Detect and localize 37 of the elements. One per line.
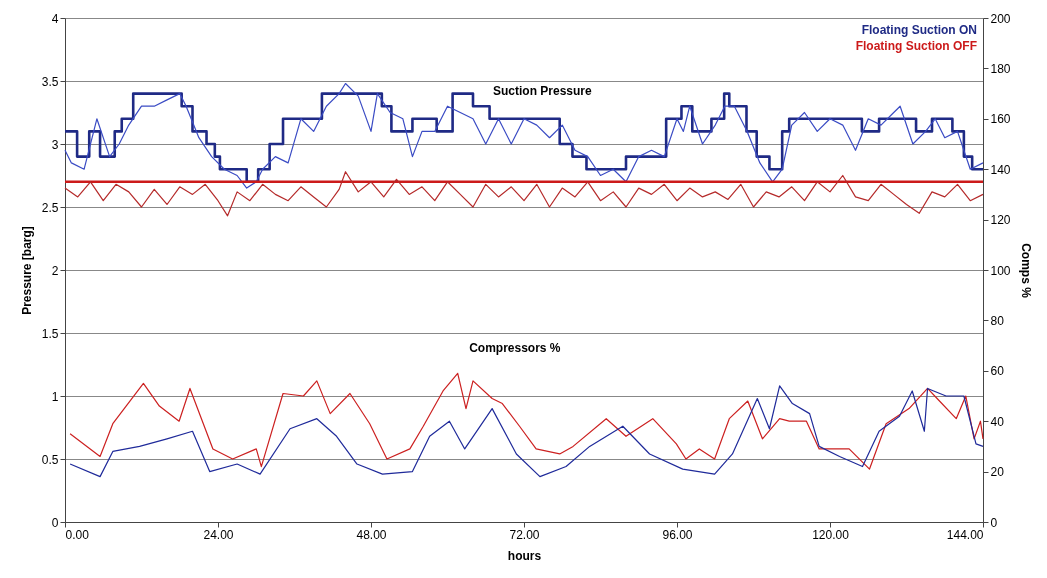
y2-tick-label: 100	[990, 263, 1011, 278]
x-tick-label: 24.00	[203, 527, 234, 542]
y2-axis-title: Comps %	[1018, 243, 1033, 299]
y2-tick-label: 140	[990, 162, 1011, 177]
line-series	[64, 171, 984, 217]
text: Floating Suction OFF	[855, 39, 977, 53]
line-series	[69, 385, 984, 478]
x-tick-label: 48.00	[356, 527, 387, 542]
y2-tick-label: 60	[990, 364, 1005, 379]
y2-tick-label: 180	[990, 61, 1011, 76]
x-tick-label: 120.00	[812, 527, 850, 542]
y-axis-title: Pressure [barg]	[19, 226, 34, 315]
y-tick-label: 2.5	[41, 200, 59, 215]
x-tick-label: 144.00	[946, 527, 984, 542]
y2-tick-label: 200	[990, 11, 1011, 26]
y-tick-label: 3	[51, 137, 59, 152]
x-axis-title: hours	[507, 548, 542, 563]
y-tick-label: 3.5	[41, 74, 59, 89]
x-tick-label: 0.00	[65, 527, 90, 542]
y-tick-label: 0	[51, 515, 59, 530]
y2-tick-label: 40	[990, 414, 1005, 429]
y-tick-label: 0.5	[41, 452, 59, 467]
text: Floating Suction ON	[861, 23, 977, 37]
y-tick-label: 2	[51, 263, 59, 278]
x-tick-label: 96.00	[662, 527, 693, 542]
y2-tick-label: 160	[990, 112, 1011, 127]
y-tick-label: 1.5	[41, 326, 59, 341]
annotation: Compressors %	[469, 341, 561, 356]
y2-tick-label: 120	[990, 213, 1011, 228]
y2-tick-label: 0	[990, 515, 998, 530]
y-tick-label: 4	[51, 11, 59, 26]
x-tick-label: 72.00	[509, 527, 540, 542]
y2-tick-label: 80	[990, 313, 1005, 328]
line-series	[69, 372, 984, 470]
y-tick-label: 1	[51, 389, 59, 404]
y2-tick-label: 20	[990, 465, 1005, 480]
annotation: Suction Pressure	[493, 84, 593, 99]
